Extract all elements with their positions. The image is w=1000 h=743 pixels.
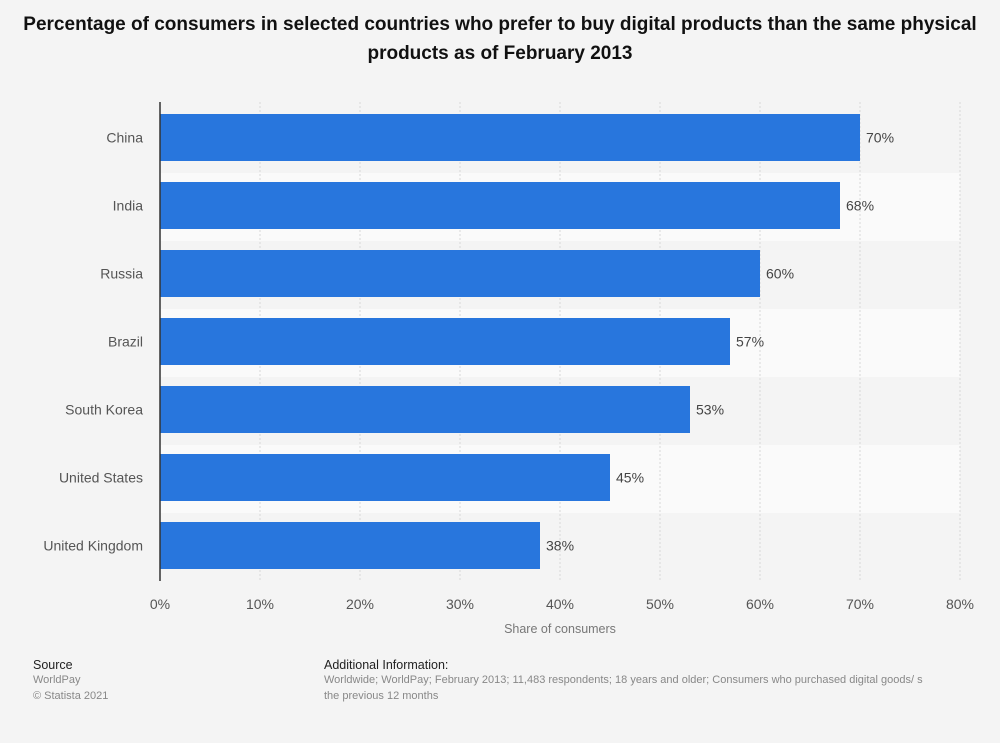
source-label: Source [33,658,73,672]
bar-south-korea[interactable] [160,386,690,433]
y-category-label: India [113,198,144,214]
data-label: 38% [546,538,574,554]
x-tick-label: 40% [546,596,574,612]
data-label: 53% [696,402,724,418]
x-tick-label: 50% [646,596,674,612]
additional-info-label: Additional Information: [324,658,449,672]
data-label: 68% [846,198,874,214]
x-tick-label: 20% [346,596,374,612]
copyright: © Statista 2021 [33,690,109,702]
y-category-label: United Kingdom [43,538,143,554]
data-label: 57% [736,334,764,350]
additional-info-line1: Worldwide; WorldPay; February 2013; 11,4… [324,674,923,686]
data-label: 70% [866,130,894,146]
y-category-label: Brazil [108,334,143,350]
bar-russia[interactable] [160,250,760,297]
bar-united-states[interactable] [160,454,610,501]
additional-info-line2: the previous 12 months [324,690,439,702]
additional-info-block: Additional Information: Worldwide; World… [324,658,923,704]
bar-united-kingdom[interactable] [160,522,540,569]
x-tick-label: 60% [746,596,774,612]
source-block: Source WorldPay © Statista 2021 [33,658,108,704]
y-category-label: South Korea [65,402,143,418]
y-category-label: United States [59,470,143,486]
data-label: 45% [616,470,644,486]
source-value[interactable]: WorldPay [33,674,81,686]
bar-chart: 0% 10% 20% 30% 40% 50% 60% 70% 80% China 70% India 6… [43,102,974,636]
x-tick-label: 0% [150,596,170,612]
y-category-label: Russia [100,266,143,282]
bar-china[interactable] [160,114,860,161]
bar-brazil[interactable] [160,318,730,365]
y-category-label: China [106,130,143,146]
chart-title: Percentage of consumers in selected coun… [23,14,977,64]
bar-india[interactable] [160,182,840,229]
x-tick-label: 10% [246,596,274,612]
x-tick-label: 80% [946,596,974,612]
x-tick-label: 70% [846,596,874,612]
data-label: 60% [766,266,794,282]
x-tick-label: 30% [446,596,474,612]
x-axis-title: Share of consumers [504,622,616,636]
